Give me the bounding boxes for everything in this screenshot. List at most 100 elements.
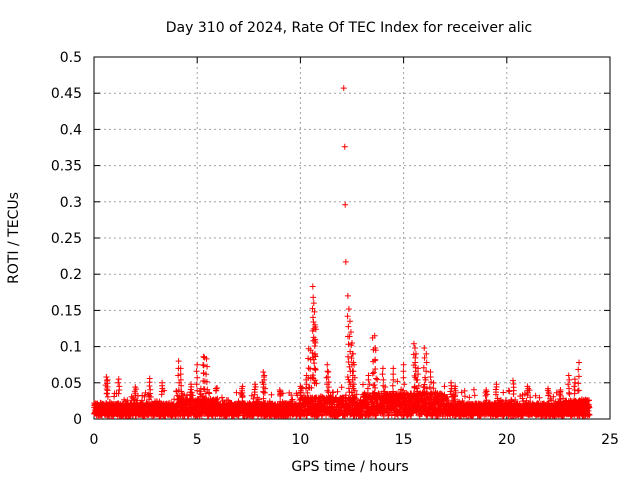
spike-trail-point	[348, 355, 355, 362]
baseline-point	[441, 383, 448, 390]
baseline-point	[560, 395, 567, 402]
spike-trail-point	[309, 305, 316, 312]
spike-trail-point	[116, 387, 123, 394]
spike-trail-point	[510, 390, 517, 397]
spike-trail-point	[524, 392, 531, 399]
spike-trail-point	[427, 374, 434, 381]
y-axis-label: ROTI / TECUs	[6, 192, 22, 284]
baseline-point	[466, 394, 473, 401]
spike-trail-point	[483, 391, 490, 398]
spike-trail-point	[571, 383, 578, 390]
spike-trail-point	[261, 389, 268, 396]
data-point	[423, 350, 430, 357]
data-point	[400, 361, 407, 368]
y-tick-label: 0.4	[60, 122, 82, 138]
data-point	[371, 332, 378, 339]
spike-trail-point	[447, 391, 454, 398]
baseline-point	[111, 393, 118, 400]
spike-trail-point	[350, 381, 357, 388]
spike-trail-point	[400, 387, 407, 394]
data-point	[412, 350, 419, 357]
data-point	[347, 329, 354, 336]
y-tick-label: 0.45	[51, 86, 82, 102]
spike-trail-point	[200, 361, 207, 368]
spike-trail-point	[178, 382, 185, 389]
spike-trail-point	[115, 390, 122, 397]
spike-trail-point	[104, 387, 111, 394]
baseline-point	[394, 378, 401, 385]
spike-trail-point	[372, 356, 379, 363]
spike-trail-point	[557, 392, 564, 399]
spike-trail-point	[428, 379, 435, 386]
spike-trail-point	[311, 352, 318, 359]
spike-trail-point	[309, 374, 316, 381]
data-point	[203, 355, 210, 362]
spike-trail-point	[203, 378, 210, 385]
spike-trail-point	[364, 389, 371, 396]
baseline-point	[550, 393, 557, 400]
data-point	[200, 353, 207, 360]
baseline-point	[334, 388, 341, 395]
spike-trail-point	[175, 372, 182, 379]
baseline-point	[471, 392, 478, 399]
data-point	[177, 365, 184, 372]
spike-trail-point	[115, 379, 122, 386]
baseline-point	[406, 406, 413, 413]
spike-trail-point	[423, 385, 430, 392]
baseline-point	[248, 392, 255, 399]
spike-trail-point	[415, 371, 422, 378]
spike-trail-point	[572, 379, 579, 386]
spike-trail-point	[311, 360, 318, 367]
spike-trail-point	[575, 373, 582, 380]
baseline-point	[506, 388, 513, 395]
spike-trail-point	[414, 376, 421, 383]
data-point	[427, 368, 434, 375]
spike-trail-point	[187, 391, 194, 398]
y-tick-label: 0.15	[51, 303, 82, 319]
y-tick-label: 0.1	[60, 340, 82, 356]
chart-title: Day 310 of 2024, Rate Of TEC Index for r…	[166, 20, 532, 36]
data-point	[350, 350, 357, 357]
baseline-point	[430, 385, 437, 392]
spike-trail-point	[372, 384, 379, 391]
spike-trail-point	[390, 371, 397, 378]
baseline-point	[353, 391, 360, 398]
spike-trail-point	[132, 392, 139, 399]
spike-trail-point	[390, 388, 397, 395]
data-point	[372, 347, 379, 354]
spike-trail-point	[373, 375, 380, 382]
y-tick-label: 0.25	[51, 231, 82, 247]
baseline-point	[458, 389, 465, 396]
spike-trail-point	[346, 333, 353, 340]
baseline-point	[219, 397, 226, 404]
y-tick-label: 0.3	[60, 195, 82, 211]
spike-trail-point	[312, 353, 319, 360]
spike-trail-point	[325, 389, 332, 396]
x-tick-label: 20	[498, 432, 516, 448]
spike-trail-point	[312, 367, 319, 374]
data-point	[309, 283, 316, 290]
spike-trail-point	[371, 381, 378, 388]
baseline-point	[268, 391, 275, 398]
spike-trail-point	[345, 341, 352, 348]
baseline-point	[444, 394, 451, 401]
spike-trail-point	[401, 381, 408, 388]
data-point	[421, 345, 428, 352]
spike-trail-point	[158, 391, 165, 398]
y-tick-label: 0.5	[60, 50, 82, 66]
spike-trail-point	[423, 368, 430, 375]
axis-ticks: 0 0.05 0.1 0.15 0.2 0.25 0.3 0.35 0.4 0.45 0.5 0 5 10…	[51, 50, 619, 448]
x-tick-label: 0	[90, 432, 99, 448]
baseline-point	[218, 394, 225, 401]
data-point	[410, 340, 417, 347]
spike-trail-point	[323, 374, 330, 381]
data-point	[379, 365, 386, 372]
spike-trail-point	[565, 381, 572, 388]
data-point	[346, 318, 353, 325]
spike-trail-point	[414, 388, 421, 395]
baseline-point	[353, 395, 360, 402]
baseline-point	[357, 396, 364, 403]
spike-trail-point	[194, 374, 201, 381]
baseline-point	[141, 393, 148, 400]
baseline-point	[288, 392, 295, 399]
